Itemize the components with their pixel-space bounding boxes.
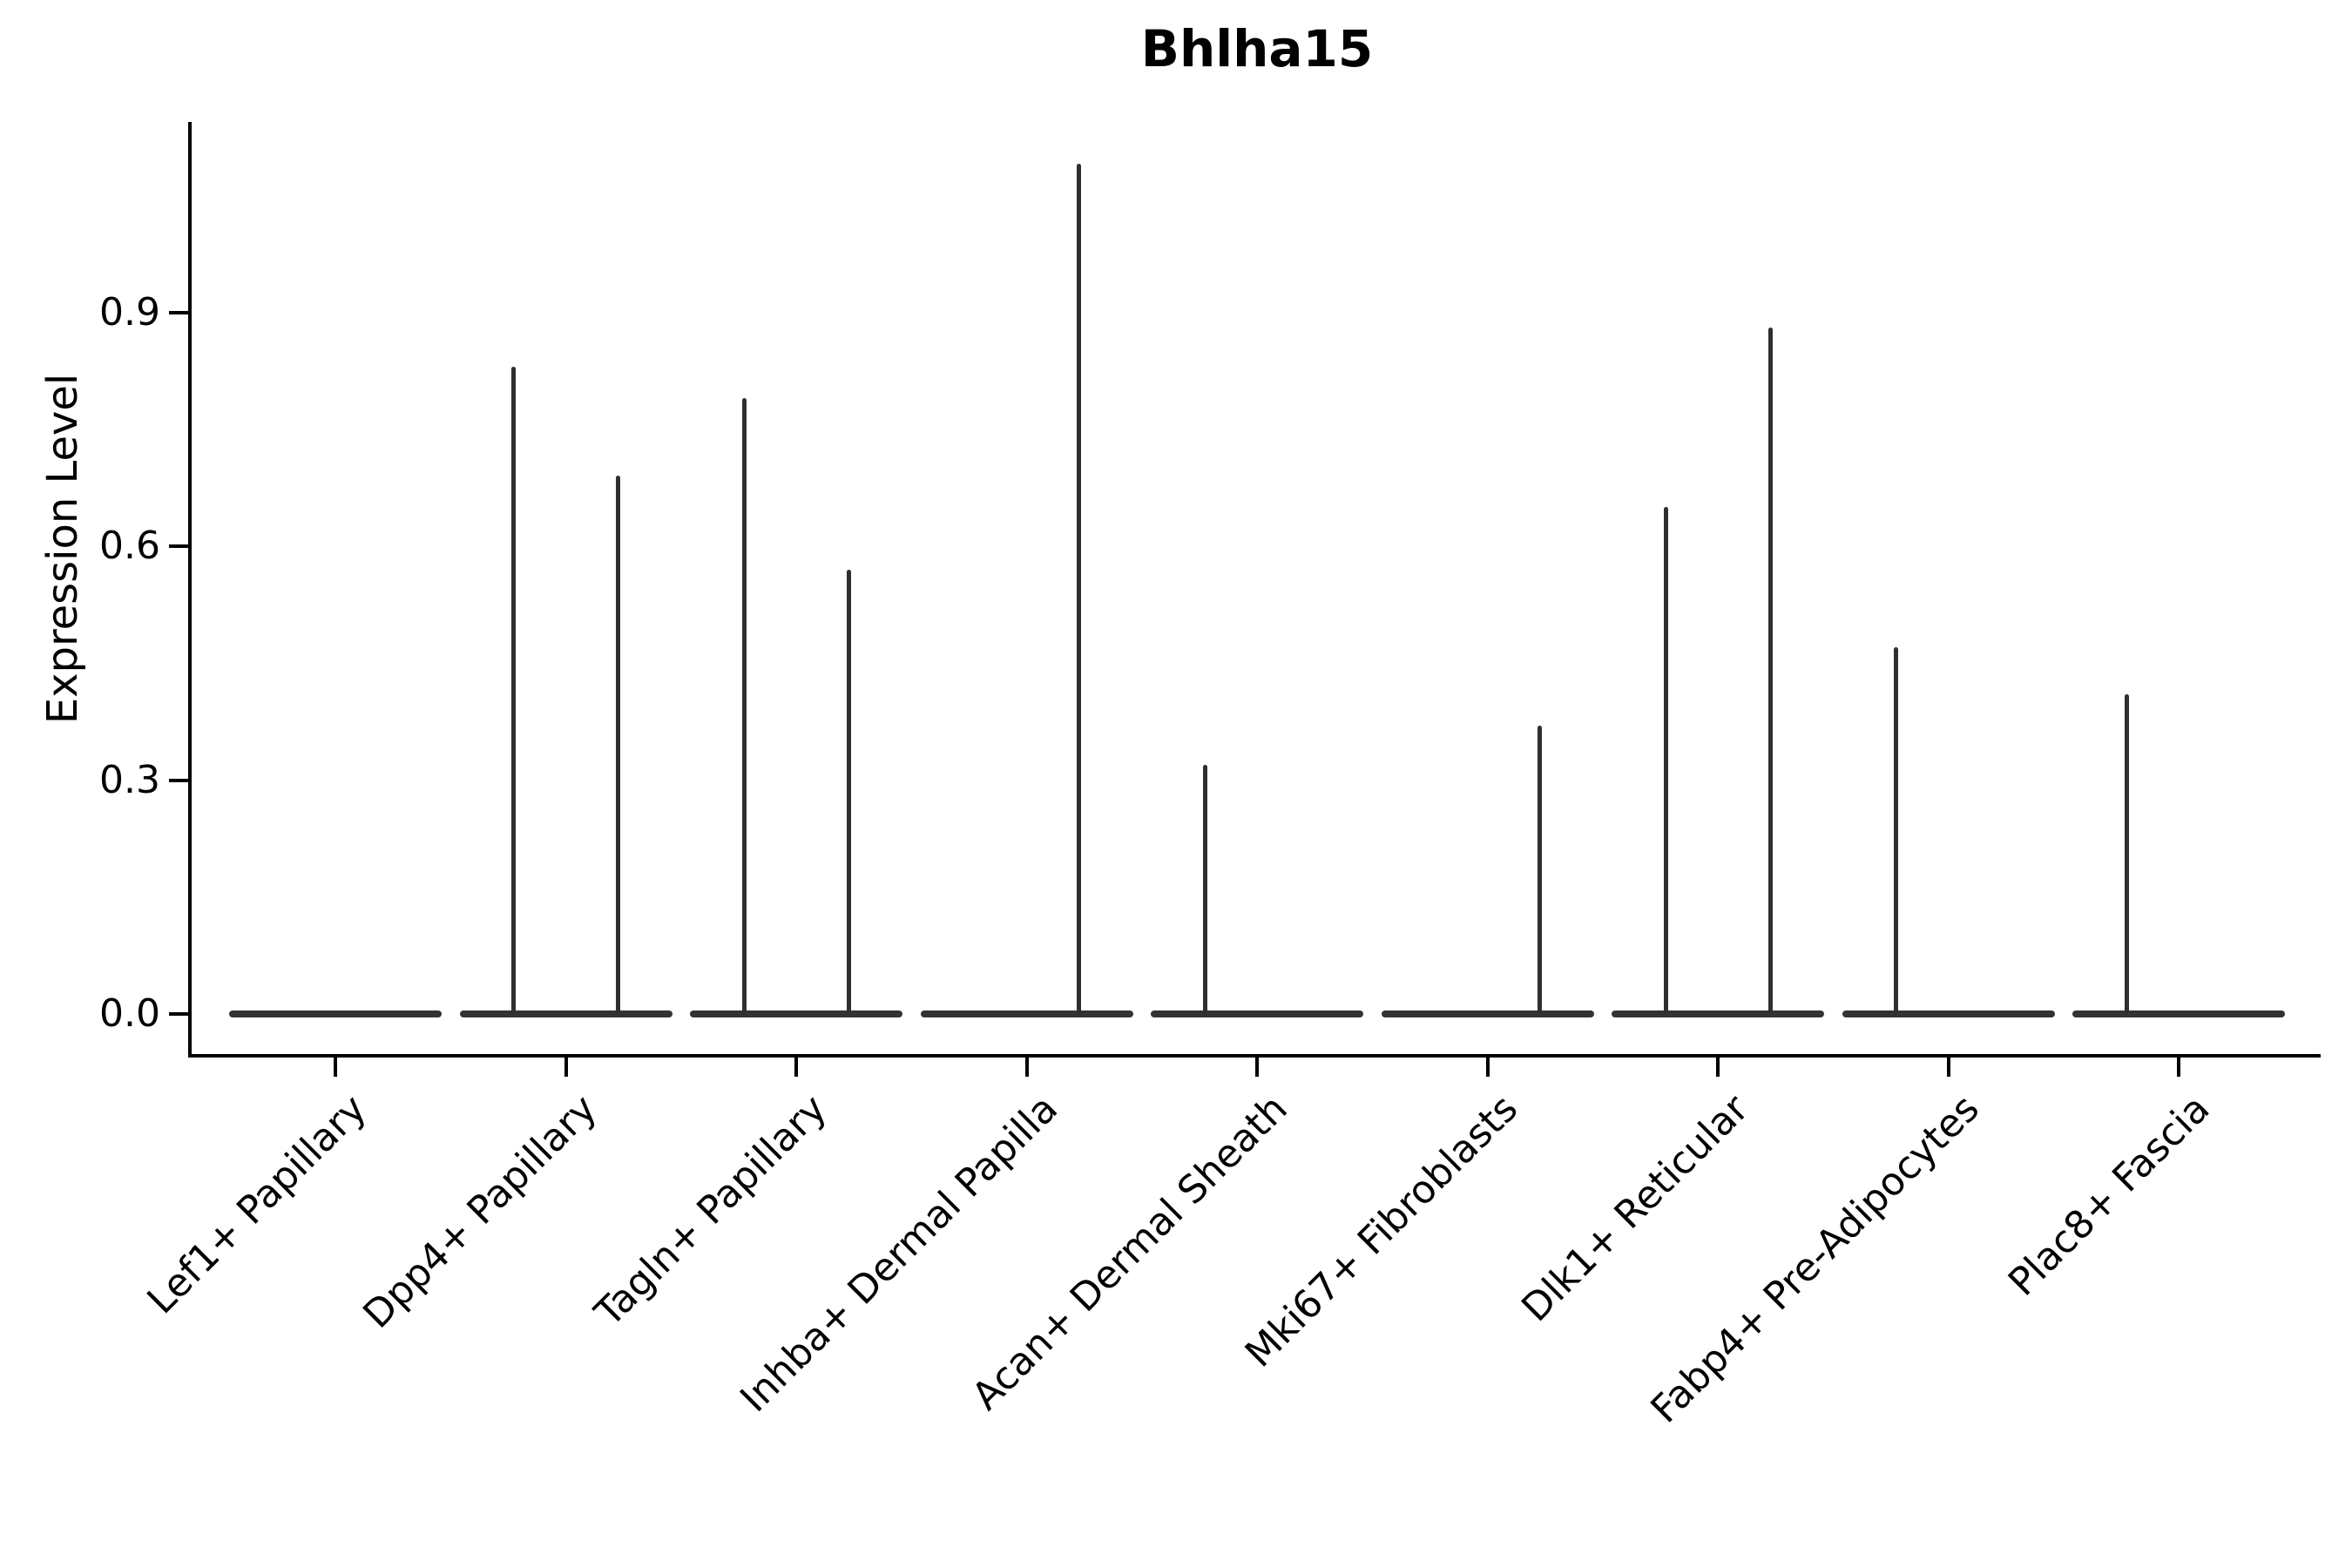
violin-spike — [511, 367, 516, 1014]
x-tick — [334, 1058, 337, 1077]
x-tick — [2177, 1058, 2180, 1077]
x-tick-label: Plac8+ Fascia — [1999, 1086, 2219, 1305]
y-tick — [169, 1012, 188, 1016]
x-tick — [1946, 1058, 1950, 1077]
violin-spike — [741, 397, 747, 1014]
x-tick-label: Mki67+ Fibroblasts — [1237, 1086, 1527, 1376]
violin-spike — [1767, 328, 1773, 1014]
y-tick-label: 0.9 — [99, 289, 160, 335]
violin-baseline — [920, 1010, 1133, 1017]
y-tick — [169, 544, 188, 548]
violin-baseline — [1151, 1010, 1363, 1017]
violin-baseline — [2072, 1010, 2285, 1017]
x-tick — [794, 1058, 798, 1077]
x-tick-label: Dpp4+ Papillary — [355, 1086, 605, 1337]
violin-baseline — [690, 1010, 902, 1017]
violin-baseline — [1612, 1010, 1824, 1017]
y-tick — [169, 310, 188, 314]
y-tick-label: 0.0 — [99, 991, 160, 1036]
x-tick — [1716, 1058, 1720, 1077]
violin-spike — [1538, 725, 1542, 1014]
x-tick-label: Dlk1+ Reticular — [1513, 1086, 1758, 1331]
violin-baseline — [1381, 1010, 1594, 1017]
violin-baseline — [459, 1010, 672, 1017]
y-axis-line — [188, 122, 192, 1058]
y-tick-label: 0.6 — [99, 524, 160, 568]
x-tick — [1255, 1058, 1259, 1077]
violin-baseline — [229, 1010, 442, 1017]
violin-spike — [1894, 647, 1898, 1014]
x-tick — [1485, 1058, 1490, 1077]
chart-title: Bhlha15 — [1140, 19, 1374, 78]
y-tick — [169, 778, 188, 782]
y-tick-label: 0.3 — [99, 757, 160, 802]
violin-spike — [846, 569, 851, 1014]
violin-spike — [1077, 164, 1081, 1014]
violin-spike — [616, 476, 620, 1014]
violin-baseline — [1842, 1010, 2055, 1017]
violin-spike — [2124, 694, 2129, 1014]
x-tick-label: Lef1+ Papillary — [139, 1086, 375, 1323]
x-axis-line — [188, 1054, 2321, 1058]
x-tick — [1024, 1058, 1029, 1077]
x-tick — [564, 1058, 568, 1077]
violin-spike — [1663, 507, 1668, 1014]
violin-spike — [1202, 764, 1207, 1014]
x-tick-label: Tagln+ Papillary — [586, 1086, 836, 1335]
